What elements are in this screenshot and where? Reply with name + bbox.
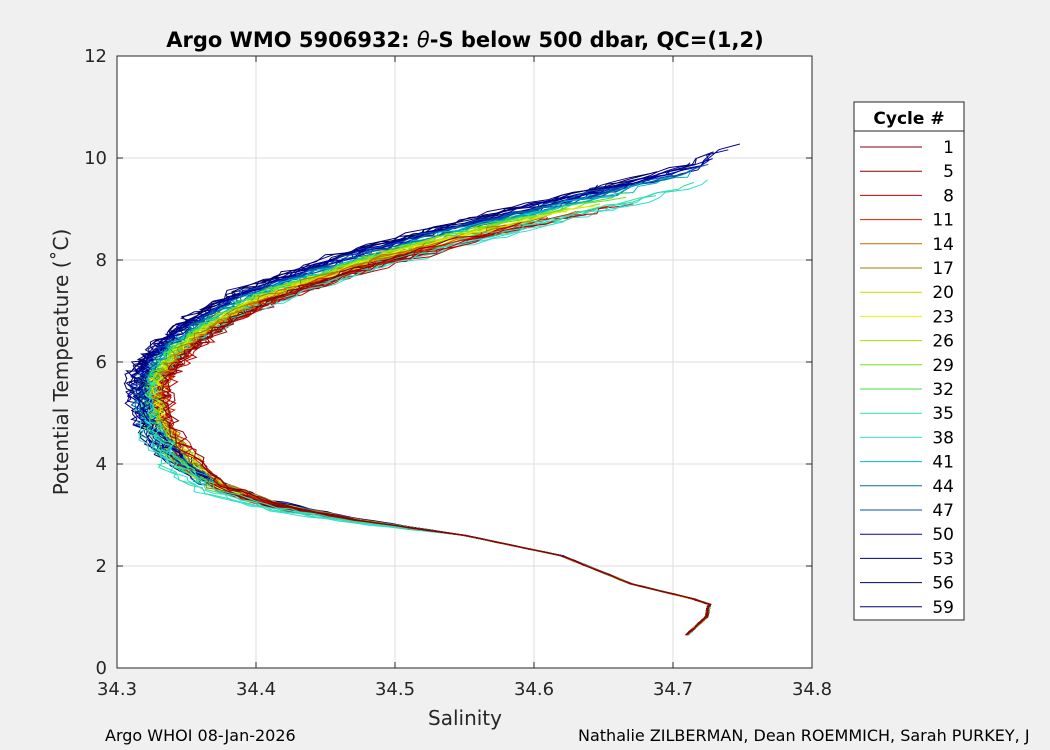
- legend-label: 5: [943, 162, 954, 182]
- x-tick-label: 34.8: [792, 679, 832, 700]
- chart-title: Argo WMO 5906932: θ-S below 500 dbar, QC…: [166, 28, 763, 52]
- legend-label: 1: [943, 138, 954, 158]
- legend-entries: 1 5 8 11 14 17 20 23 26 29 32 35 38 41 44 47 50 53 56 59: [860, 138, 954, 618]
- y-tick-label: 10: [84, 148, 107, 169]
- x-tick-label: 34.6: [514, 679, 554, 700]
- grid-lines: [116, 55, 813, 669]
- legend-label: 50: [932, 525, 954, 545]
- legend-label: 23: [932, 307, 954, 327]
- footer-right: Nathalie ZILBERMAN, Dean ROEMMICH, Sarah…: [578, 726, 1030, 745]
- x-tick-label: 34.3: [97, 679, 137, 700]
- legend-box: [853, 101, 965, 621]
- legend-label: 47: [932, 501, 954, 521]
- title-theta: θ: [417, 28, 430, 52]
- y-tick-label: 6: [96, 352, 107, 373]
- series-line: [157, 263, 712, 636]
- x-axis-label: Salinity: [428, 706, 502, 730]
- x-tick-label: 34.5: [375, 679, 415, 700]
- legend-label: 20: [932, 283, 954, 303]
- y-axis: 0 2 4 6 8 10 12: [84, 46, 812, 679]
- y-axis-label: Potential Temperature (˚C): [49, 229, 73, 496]
- legend-label: 17: [932, 259, 954, 279]
- series-group: [123, 143, 741, 636]
- y-tick-label: 4: [96, 454, 107, 475]
- legend-title: Cycle #: [873, 109, 944, 129]
- y-tick-label: 12: [84, 46, 107, 67]
- x-tick-label: 34.4: [236, 679, 276, 700]
- footer-left: Argo WHOI 08-Jan-2026: [105, 726, 296, 745]
- title-prefix: Argo WMO 5906932:: [166, 28, 417, 52]
- legend-label: 32: [932, 380, 954, 400]
- y-tick-label: 0: [96, 658, 107, 679]
- legend-label: 29: [932, 356, 954, 376]
- x-tick-label: 34.7: [653, 679, 693, 700]
- legend-label: 14: [932, 235, 954, 255]
- y-tick-label: 8: [96, 250, 107, 271]
- legend-label: 44: [932, 477, 954, 497]
- legend-label: 8: [943, 186, 954, 206]
- title-suffix: -S below 500 dbar, QC=(1,2): [430, 28, 764, 52]
- legend-label: 11: [932, 211, 954, 231]
- legend-label: 56: [932, 574, 954, 594]
- legend: Cycle # 1 5 8 11 14 17 20 23 26 29 32 35 38 41 44 47 50 5…: [853, 101, 965, 621]
- legend-label: 53: [932, 549, 954, 569]
- legend-label: 59: [932, 598, 954, 618]
- x-axis: 34.3 34.4 34.5 34.6 34.7 34.8: [97, 56, 832, 700]
- legend-label: 41: [932, 453, 954, 473]
- legend-label: 26: [932, 332, 954, 352]
- y-tick-label: 2: [96, 556, 107, 577]
- legend-label: 35: [932, 404, 954, 424]
- legend-label: 38: [932, 428, 954, 448]
